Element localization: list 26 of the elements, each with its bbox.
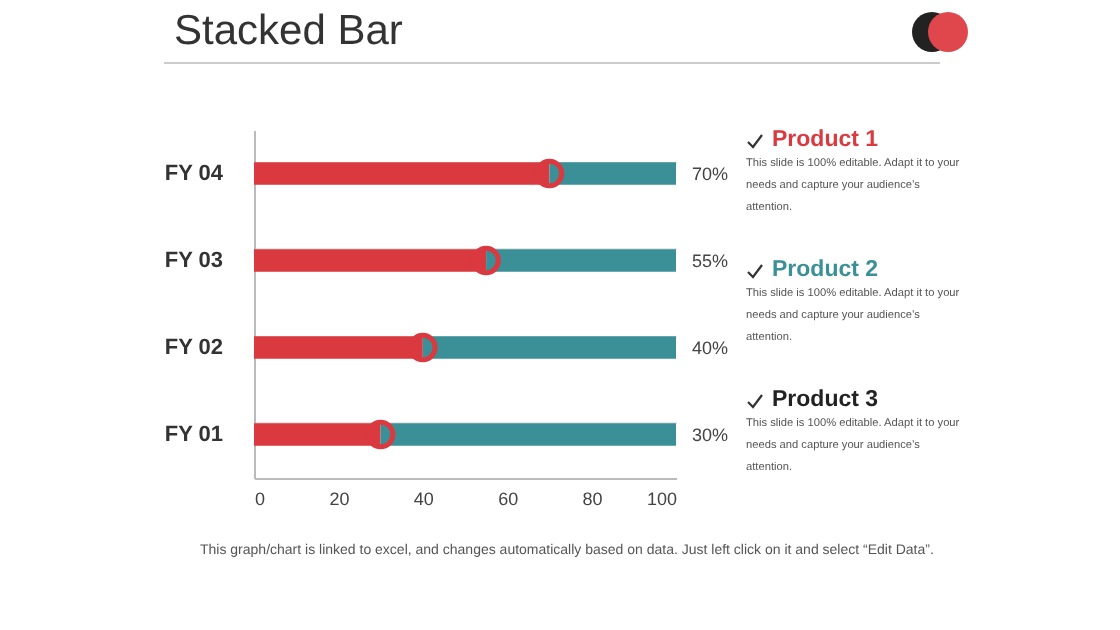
data-label: 40% — [692, 337, 729, 358]
data-label: 70% — [692, 163, 729, 184]
x-tick-label: 100 — [646, 489, 677, 509]
text: Product 2 — [772, 258, 879, 282]
y-tick-label: FY 04 — [164, 161, 225, 186]
chart-title: Stacked Bar — [174, 8, 403, 56]
y-tick-label: FY 03 — [164, 248, 223, 273]
bar — [380, 423, 676, 446]
text: Product 3 — [772, 388, 879, 412]
bar — [254, 423, 381, 446]
data-label: 55% — [692, 250, 729, 271]
x-tick-label: 80 — [582, 489, 603, 509]
x-tick-label: 0 — [255, 489, 266, 509]
bar — [254, 162, 550, 185]
data-label: 30% — [692, 424, 729, 445]
y-tick-label: FY 01 — [164, 422, 223, 447]
y-tick-label: FY 02 — [164, 335, 223, 360]
bar — [422, 336, 676, 359]
x-tick-label: 20 — [329, 489, 350, 509]
x-tick-label: 60 — [498, 489, 519, 509]
text: Product 1 — [772, 128, 879, 152]
bar — [254, 336, 423, 359]
x-tick-label: 40 — [413, 489, 434, 509]
bar — [254, 249, 487, 272]
bar — [486, 249, 676, 272]
bar — [549, 162, 676, 185]
